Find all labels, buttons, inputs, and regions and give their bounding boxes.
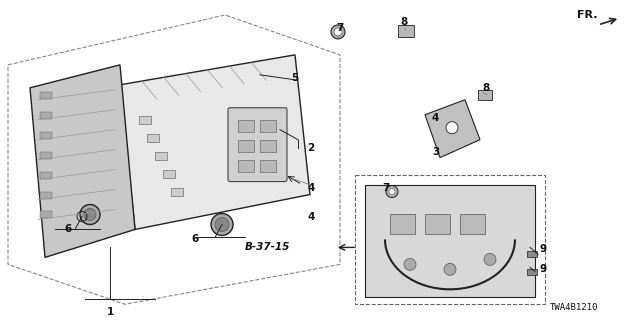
Text: FR.: FR. xyxy=(577,10,598,20)
Text: 9: 9 xyxy=(540,244,547,254)
Bar xyxy=(238,120,254,132)
Bar xyxy=(260,120,276,132)
Circle shape xyxy=(84,209,96,220)
Polygon shape xyxy=(425,100,480,158)
Circle shape xyxy=(386,186,398,197)
Text: 8: 8 xyxy=(400,17,407,27)
Text: 2: 2 xyxy=(307,143,314,153)
Circle shape xyxy=(80,204,100,224)
Text: 4: 4 xyxy=(307,212,314,222)
Circle shape xyxy=(331,25,345,39)
Text: 9: 9 xyxy=(540,264,547,274)
Bar xyxy=(398,25,414,37)
Bar xyxy=(155,152,167,160)
Polygon shape xyxy=(120,55,310,229)
Bar xyxy=(40,212,52,219)
Text: 8: 8 xyxy=(482,83,489,93)
Text: 4: 4 xyxy=(307,182,314,193)
Bar xyxy=(425,214,450,235)
Text: 7: 7 xyxy=(336,23,344,33)
Bar xyxy=(147,134,159,142)
Bar xyxy=(40,152,52,159)
Text: B-37-15: B-37-15 xyxy=(244,243,290,252)
Bar xyxy=(40,92,52,99)
Bar xyxy=(40,132,52,139)
Bar xyxy=(238,140,254,152)
Text: 7: 7 xyxy=(383,182,390,193)
Text: 6: 6 xyxy=(65,224,72,235)
Circle shape xyxy=(444,263,456,275)
Bar xyxy=(40,172,52,179)
Circle shape xyxy=(446,122,458,134)
Circle shape xyxy=(389,188,395,195)
Bar xyxy=(139,116,151,124)
Bar xyxy=(260,160,276,172)
Bar xyxy=(171,188,183,196)
Circle shape xyxy=(404,258,416,270)
Polygon shape xyxy=(365,185,535,297)
Bar xyxy=(478,90,492,100)
Bar xyxy=(527,269,537,275)
Circle shape xyxy=(211,213,233,236)
Bar xyxy=(238,160,254,172)
Bar xyxy=(260,140,276,152)
Bar xyxy=(40,112,52,119)
Bar xyxy=(40,192,52,198)
Text: 1: 1 xyxy=(106,307,114,317)
Circle shape xyxy=(484,253,496,265)
Text: 5: 5 xyxy=(291,73,299,83)
Polygon shape xyxy=(30,65,135,257)
Circle shape xyxy=(334,28,342,36)
Bar xyxy=(460,214,485,235)
Circle shape xyxy=(215,218,229,231)
FancyBboxPatch shape xyxy=(228,108,287,181)
Text: 3: 3 xyxy=(432,147,439,156)
Text: 6: 6 xyxy=(191,235,198,244)
Text: 4: 4 xyxy=(432,113,440,123)
Bar xyxy=(390,214,415,235)
Bar xyxy=(163,170,175,178)
Bar xyxy=(527,252,537,257)
Text: TWA4B1210: TWA4B1210 xyxy=(550,303,598,312)
